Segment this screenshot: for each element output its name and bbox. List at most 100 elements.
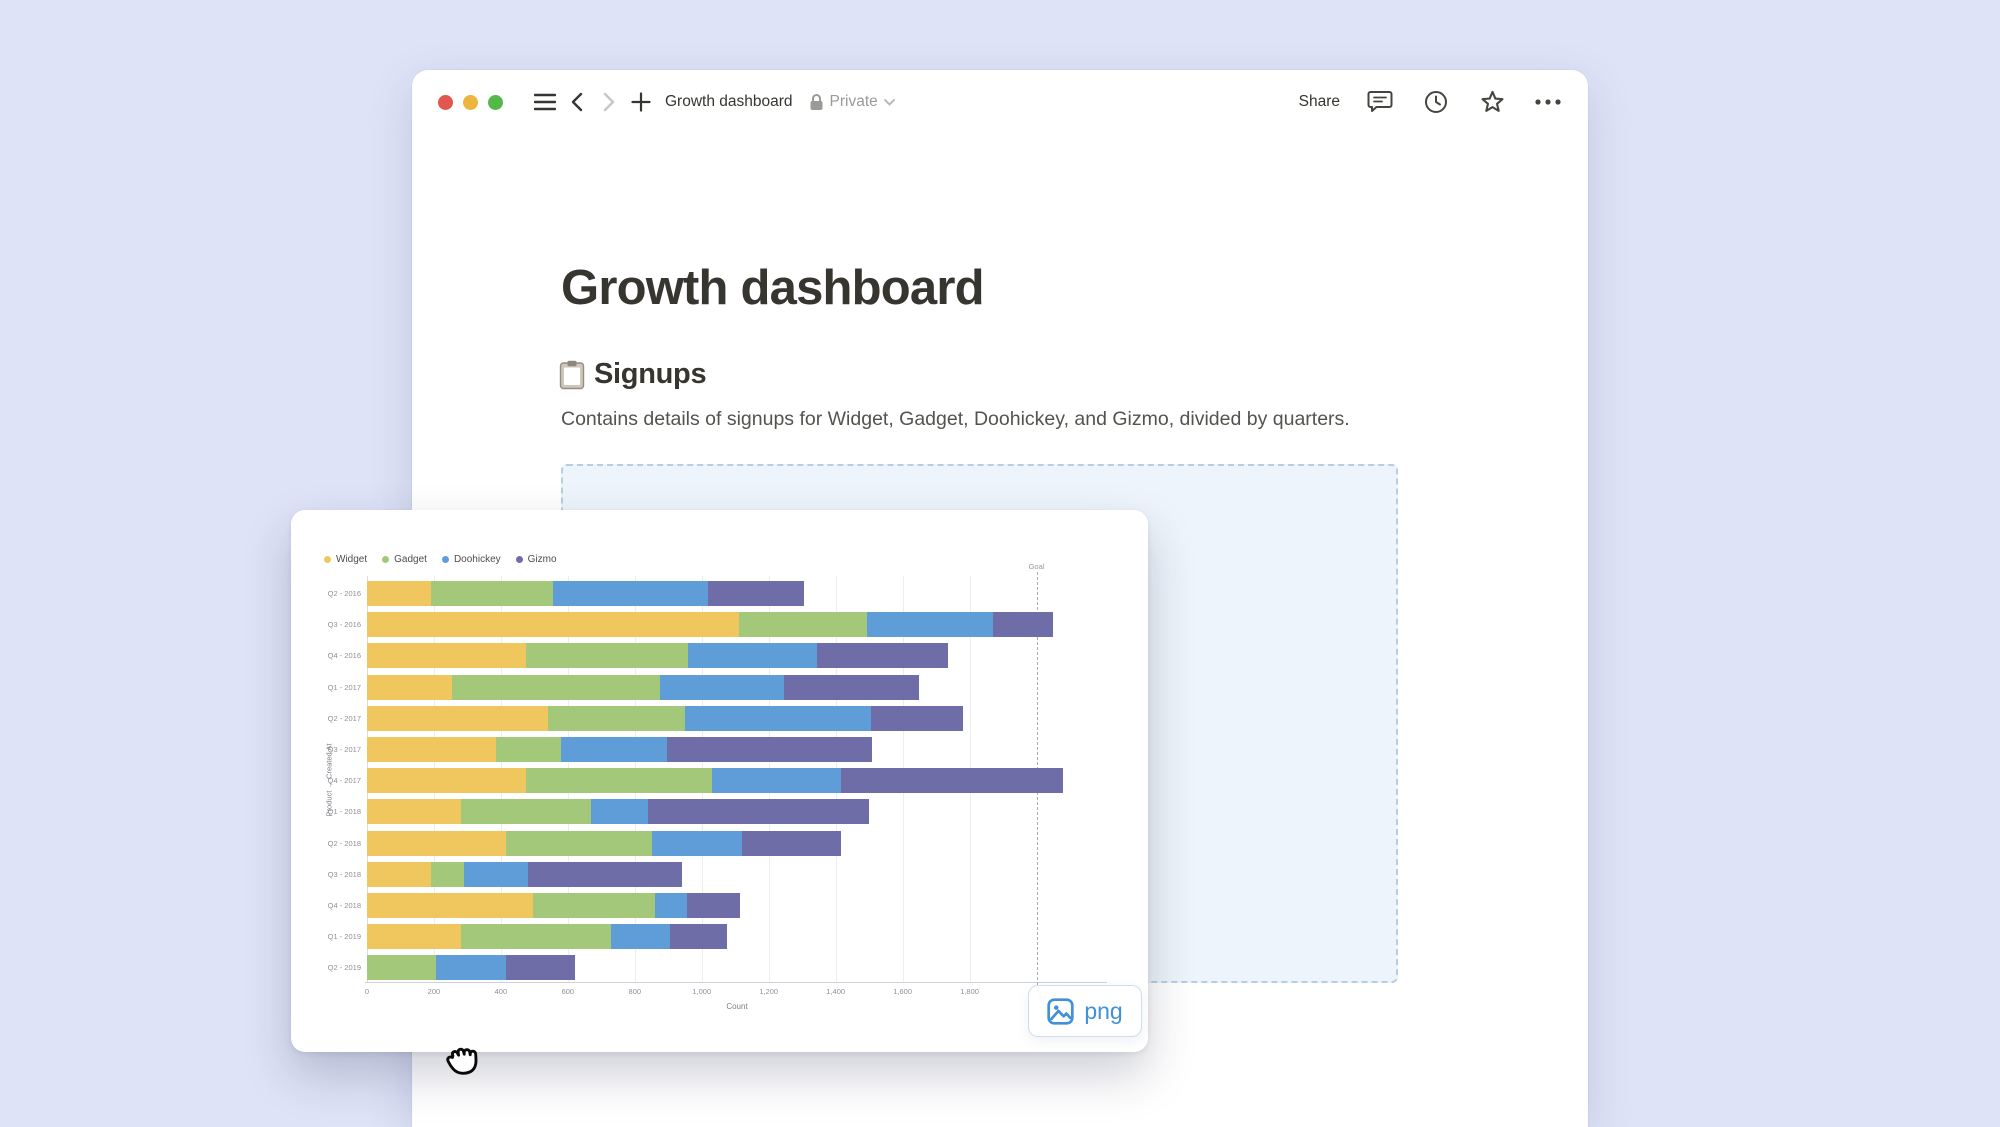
forward-button[interactable] <box>593 86 625 118</box>
bar-segment-gizmo <box>708 581 804 606</box>
bar-segment-gizmo <box>840 768 1064 794</box>
bar-segment-doohickey <box>685 705 871 731</box>
back-button[interactable] <box>561 86 593 118</box>
chevron-down-icon <box>883 98 895 105</box>
bar-segment-doohickey <box>867 612 993 638</box>
bar-row <box>367 674 920 700</box>
bar-segment-gadget <box>430 581 553 606</box>
bar-segment-gizmo <box>686 893 741 918</box>
section-description: Contains details of signups for Widget, … <box>561 408 1350 430</box>
y-category-label: Q3 - 2016 <box>327 620 361 630</box>
y-category-label: Q4 - 2018 <box>327 901 361 910</box>
close-window-button[interactable] <box>438 94 453 110</box>
x-tick-label: 1,800 <box>960 987 979 996</box>
more-options-button[interactable] <box>1532 86 1564 118</box>
bar-segment-gadget <box>526 768 712 794</box>
bar-segment-widget <box>367 799 461 825</box>
share-button[interactable]: Share <box>1298 93 1340 110</box>
x-tick-label: 1,400 <box>826 987 846 996</box>
bar-segment-widget <box>367 893 533 918</box>
x-tick-label: 0 <box>364 987 370 996</box>
sidebar-toggle-button[interactable] <box>529 86 561 118</box>
breadcrumb-page-title[interactable]: Growth dashboard <box>665 93 793 110</box>
bar-segment-gadget <box>430 861 465 887</box>
privacy-label: Private <box>829 93 878 110</box>
legend-dot <box>324 556 331 563</box>
privacy-dropdown[interactable]: Private <box>809 93 895 111</box>
x-tick-label: 1,200 <box>759 987 779 996</box>
legend-dot <box>382 556 390 563</box>
bar-segment-widget <box>367 737 496 762</box>
section-heading: Signups <box>559 358 707 391</box>
x-tick-label: 200 <box>427 987 441 996</box>
legend-label: Doohickey <box>453 554 501 565</box>
favorite-button[interactable] <box>1476 86 1508 118</box>
y-category-label: Q2 - 2016 <box>327 589 361 598</box>
x-tick-label: 800 <box>628 987 642 996</box>
x-axis-line <box>365 982 1107 983</box>
chevron-right-icon <box>603 92 615 112</box>
file-type-badge: png <box>1028 985 1142 1037</box>
bar-segment-gadget <box>460 924 612 950</box>
toolbar: Growth dashboard Private Share <box>412 70 1588 134</box>
bar-segment-gadget <box>526 643 689 669</box>
zoom-window-button[interactable] <box>488 94 503 110</box>
bar-row <box>367 830 841 856</box>
legend-label: Gadget <box>394 554 427 565</box>
bar-segment-gizmo <box>505 955 575 981</box>
grab-cursor-icon <box>439 1032 487 1085</box>
legend-item: Gizmo <box>515 554 557 565</box>
x-tick-label: 1,600 <box>893 987 912 996</box>
bar-segment-widget <box>367 830 506 856</box>
legend-label: Widget <box>336 554 368 565</box>
legend-item: Doohickey <box>441 554 501 565</box>
bar-segment-doohickey <box>711 768 841 794</box>
file-type-label: png <box>1084 997 1123 1024</box>
legend-item: Gadget <box>382 554 427 565</box>
bar-segment-doohickey <box>552 581 709 606</box>
bar-segment-gizmo <box>783 674 920 700</box>
bar-row <box>367 955 575 981</box>
new-page-button[interactable] <box>625 86 657 118</box>
bar-row <box>367 861 682 887</box>
bar-row <box>367 737 873 762</box>
x-axis-title: Count <box>726 1002 748 1011</box>
y-category-label: Q3 - 2017 <box>327 745 361 754</box>
updates-button[interactable] <box>1420 86 1452 118</box>
plus-icon <box>631 92 651 112</box>
chart-drag-card[interactable]: Widget Gadget Doohickey Gizmo Count Product… <box>291 510 1148 1052</box>
comments-button[interactable] <box>1364 86 1396 118</box>
bar-segment-gizmo <box>648 799 870 825</box>
image-file-icon <box>1047 997 1074 1025</box>
hamburger-icon <box>534 93 556 111</box>
y-category-label: Q1 - 2017 <box>327 682 361 692</box>
bar-segment-widget <box>367 674 453 700</box>
bar-segment-widget <box>367 924 461 950</box>
traffic-lights <box>438 94 503 110</box>
y-category-label: Q1 - 2019 <box>327 932 361 942</box>
y-category-label: Q4 - 2016 <box>327 651 361 661</box>
bar-segment-doohickey <box>561 737 667 762</box>
comment-icon <box>1367 91 1393 112</box>
ellipsis-icon <box>1535 99 1561 105</box>
bar-segment-doohickey <box>654 893 687 918</box>
y-category-label: Q4 - 2017 <box>327 776 361 786</box>
minimize-window-button[interactable] <box>463 94 478 110</box>
bar-segment-widget <box>367 612 739 638</box>
bar-segment-gadget <box>367 955 436 981</box>
bar-segment-gizmo <box>817 643 948 669</box>
bar-segment-gadget <box>738 612 868 638</box>
bar-segment-gadget <box>452 674 660 700</box>
x-tick-label: 600 <box>561 987 575 996</box>
bar-segment-gizmo <box>666 737 873 762</box>
bar-row <box>367 705 963 731</box>
bar-segment-gizmo <box>992 612 1054 638</box>
bar-segment-gadget <box>547 705 686 731</box>
toolbar-right: Share <box>1299 86 1564 118</box>
y-category-label: Q1 - 2018 <box>327 807 361 817</box>
bar-row <box>367 799 870 825</box>
bar-segment-widget <box>367 581 431 606</box>
bar-segment-gadget <box>495 737 562 762</box>
section-heading-text: Signups <box>594 358 707 390</box>
bar-row <box>367 768 1064 794</box>
